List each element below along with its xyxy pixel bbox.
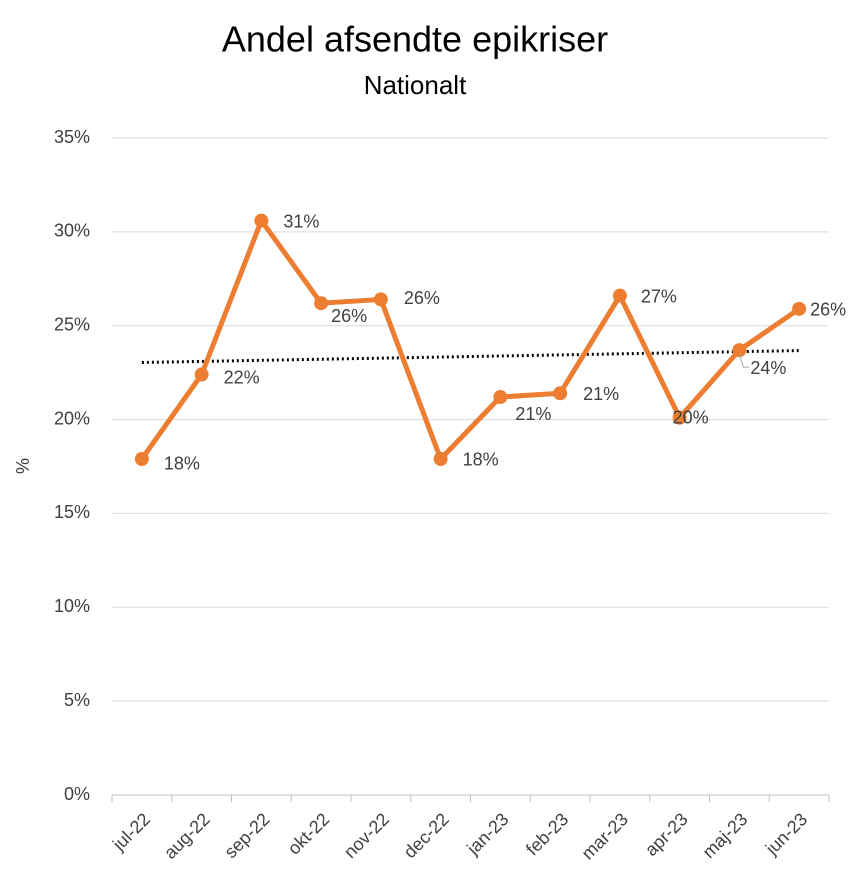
y-tick-label: 10% (54, 596, 90, 616)
point (194, 367, 209, 382)
y-tick-label: 25% (54, 314, 90, 334)
data-label: 27% (641, 286, 677, 306)
y-axis-label: % (13, 458, 33, 474)
point (134, 451, 149, 466)
data-label: 31% (283, 211, 319, 231)
data-label: 26% (810, 300, 846, 320)
chart-title: Andel afsendte epikriser (222, 19, 608, 60)
data-label: 22% (224, 367, 260, 387)
x-tick-label: dec-22 (400, 809, 453, 862)
data-label: 21% (515, 404, 551, 424)
data-label: 26% (331, 306, 367, 326)
y-tick-label: 0% (64, 784, 90, 804)
x-tick-label: jan-23 (462, 809, 512, 859)
leader-line (738, 353, 750, 368)
y-tick-label: 35% (54, 127, 90, 147)
x-tick-label: nov-22 (340, 809, 393, 862)
point (433, 451, 448, 466)
point (672, 410, 687, 425)
x-tick-label: feb-23 (522, 809, 572, 859)
y-tick-label: 5% (64, 690, 90, 710)
series-line (139, 218, 801, 462)
point (553, 386, 568, 401)
data-label: 18% (164, 454, 200, 474)
data-label: 18% (463, 450, 499, 470)
point (612, 288, 627, 303)
y-tick-label: 20% (54, 408, 90, 428)
x-tick-label: okt-22 (284, 809, 334, 859)
x-tick-label: jul-22 (108, 809, 154, 855)
x-tick-label: aug-22 (160, 809, 214, 863)
y-tick-label: 30% (54, 221, 90, 241)
chart-subtitle: Nationalt (364, 70, 467, 100)
trendline (141, 349, 800, 364)
x-tick-label: apr-23 (641, 809, 692, 860)
data-label: 21% (583, 384, 619, 404)
data-label: 24% (750, 358, 786, 378)
point (254, 213, 269, 228)
data-label: 26% (404, 288, 440, 308)
x-tick-label: mar-23 (578, 809, 632, 863)
y-tick-label: 15% (54, 502, 90, 522)
point (314, 296, 329, 311)
point (373, 292, 388, 307)
x-tick-label: sep-22 (220, 809, 273, 862)
point (493, 390, 508, 405)
x-tick-label: jun-23 (761, 809, 811, 859)
point (792, 301, 807, 316)
point (732, 343, 747, 358)
x-tick-label: maj-23 (699, 809, 752, 862)
data-label: 20% (673, 407, 709, 427)
